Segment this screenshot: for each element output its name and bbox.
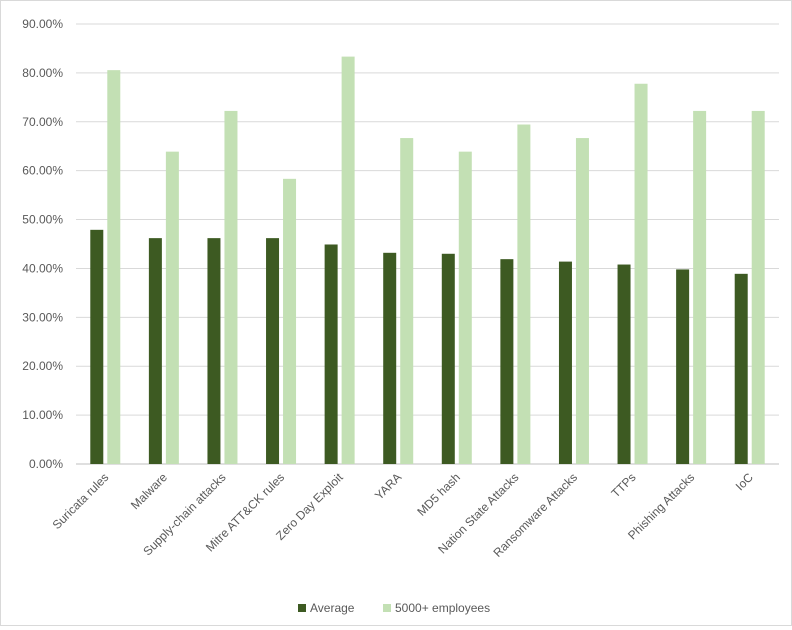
y-tick-label: 60.00% xyxy=(22,164,63,178)
bar-average xyxy=(617,264,631,464)
y-tick-label: 90.00% xyxy=(22,17,63,31)
y-tick-label: 80.00% xyxy=(22,66,63,80)
x-tick-label: Suricata rules xyxy=(50,470,112,532)
bar-average xyxy=(207,238,221,464)
y-tick-label: 70.00% xyxy=(22,115,63,129)
bar-average xyxy=(266,238,280,464)
y-tick-label: 40.00% xyxy=(22,261,63,275)
legend-label: 5000+ employees xyxy=(395,601,490,615)
bar-5000-plus xyxy=(165,151,179,464)
bar-5000-plus xyxy=(751,110,765,465)
legend-swatch xyxy=(298,604,306,612)
y-axis-ticks: 0.00% 10.00% 20.00% 30.00% 40.00% 50.00% 60.00… xyxy=(22,17,63,471)
y-tick-label: 20.00% xyxy=(22,359,63,373)
bar-average xyxy=(558,261,572,464)
legend: Average 5000+ employees xyxy=(298,601,490,615)
x-tick-label: MD5 hash xyxy=(414,470,463,519)
x-tick-label: TTPs xyxy=(608,470,638,500)
bar-5000-plus xyxy=(400,138,414,464)
bar-average xyxy=(324,244,338,464)
bar-average xyxy=(441,253,455,464)
bar-5000-plus xyxy=(107,70,121,464)
y-tick-label: 10.00% xyxy=(22,408,63,422)
bar-5000-plus xyxy=(458,151,472,464)
bar-average xyxy=(500,259,514,464)
gridlines xyxy=(76,23,779,465)
x-tick-label: IoC xyxy=(733,470,756,493)
x-tick-label: Malware xyxy=(128,470,170,512)
bar-5000-plus xyxy=(693,110,707,465)
bar-average xyxy=(676,269,690,464)
bar-5000-plus xyxy=(283,178,297,464)
bar-average xyxy=(148,238,162,464)
bar-average xyxy=(734,273,748,464)
bar-average xyxy=(383,252,397,464)
y-tick-label: 0.00% xyxy=(29,457,63,471)
legend-label: Average xyxy=(310,601,355,615)
y-tick-label: 30.00% xyxy=(22,310,63,324)
legend-swatch xyxy=(383,604,391,612)
bar-5000-plus xyxy=(575,138,589,464)
bar-5000-plus xyxy=(224,110,238,465)
bar-5000-plus xyxy=(517,124,531,464)
x-tick-label: YARA xyxy=(372,470,404,502)
y-tick-label: 50.00% xyxy=(22,213,63,227)
bars xyxy=(90,56,765,465)
bar-5000-plus xyxy=(634,83,648,465)
bar-average xyxy=(90,229,104,464)
bar-5000-plus xyxy=(341,56,355,465)
